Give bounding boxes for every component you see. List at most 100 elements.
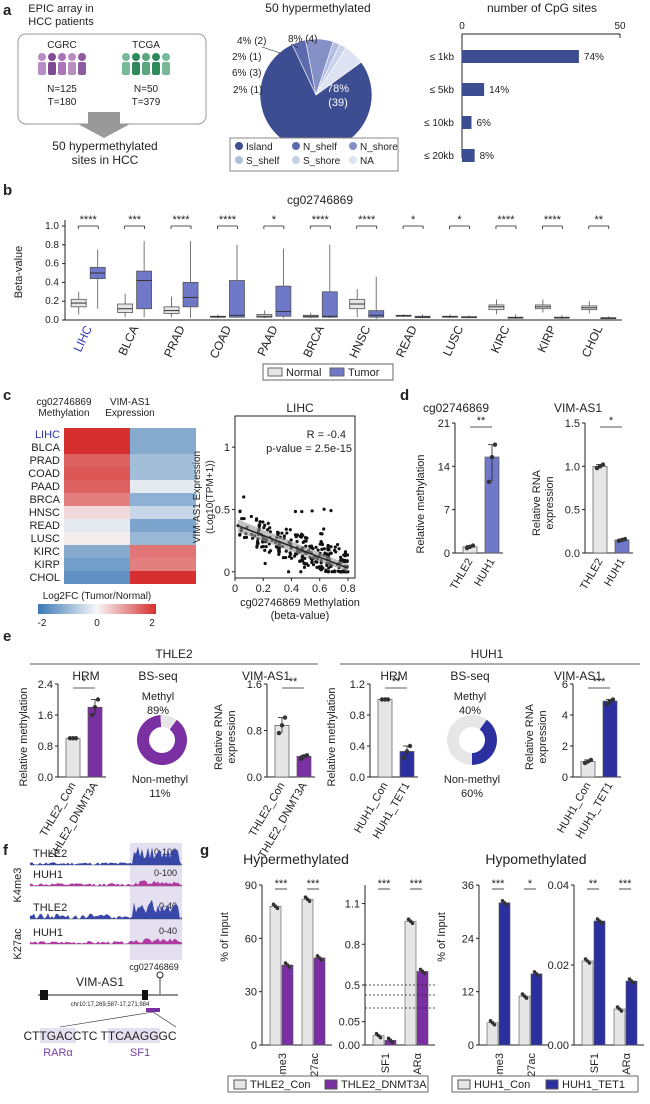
cpg-cat-3: ≤ 10kb: [424, 118, 454, 129]
d-ylabel-2a: Relative RNA: [531, 469, 543, 536]
box-cat-blca: BLCA: [115, 323, 141, 357]
heat-row-chol: CHOL: [29, 572, 60, 584]
box-ytick-label-4: 0.8: [45, 240, 59, 251]
scatter-point: [304, 539, 308, 543]
e-thle2-non-label: Non-methyl: [132, 774, 188, 786]
scatter-ytick-label-2: 1: [224, 442, 230, 454]
tcga-person-5-body: [162, 62, 170, 75]
scatter-xlabel-1: cg02746869 Methylation: [240, 597, 360, 609]
e-huh1-non-pct: 60%: [461, 788, 483, 800]
tcga-n: N=50: [134, 84, 159, 95]
down-arrow: [78, 112, 130, 138]
f-track-label-2: HUH1: [33, 869, 63, 881]
heat-cell-blca-2: [130, 441, 196, 454]
e-huh1-vim-point-1-3: [588, 757, 594, 763]
pie-legend-dot-island: [235, 142, 243, 150]
e-huh1-vim-ytick-label-0: 0: [562, 772, 568, 784]
box-ytick-label-5: 1.0: [45, 221, 59, 232]
e-thle2-hrm-ytick-label-0: 0.0: [38, 772, 53, 784]
scatter-point: [320, 541, 324, 545]
g-p3-point-K4me3-2-2: [504, 902, 509, 907]
scatter-point: [298, 534, 302, 538]
scatter-point: [315, 560, 319, 564]
g-p4-bar-SF1-2: [593, 920, 606, 1046]
e-thle2-hrm-point-2-2: [92, 705, 98, 710]
heat-cell-prad-2: [130, 454, 196, 467]
g-p1-ytick-label-3: 90: [245, 880, 257, 892]
e-bsseq-title-2: BS-seq: [450, 669, 489, 683]
heat-row-lihc: LIHC: [35, 429, 60, 441]
g-legend2-trt: HUH1_TET1: [562, 1079, 625, 1091]
heat-cell-paad-2: [130, 480, 196, 493]
e-ylabel-rna-2a: Relative RNA: [524, 703, 536, 770]
tcga-person-1-head: [122, 53, 130, 61]
pie-outer-label-3: 6% (3): [232, 68, 261, 79]
box-cat-lusc: LUSC: [440, 323, 466, 358]
scatter-point: [326, 569, 330, 573]
e-group1-title: THLE2: [155, 647, 193, 661]
cgrc-person-1-head: [38, 53, 46, 61]
scatter-point: [281, 556, 286, 560]
g-legend1-con: THLE2_Con: [250, 1079, 311, 1091]
g-p1-bar-K27ac-2: [313, 957, 326, 1046]
e-group2-title: HUH1: [471, 647, 504, 661]
tcga-person-1-body: [122, 62, 130, 75]
heat-cell-paad-1: [64, 480, 130, 493]
g-p4-point-SF1-1-2: [587, 961, 592, 965]
heatmap-col2-header-line-2: Expression: [105, 408, 154, 419]
scatter-point: [263, 523, 267, 527]
cpg-bar-1: [462, 50, 579, 63]
e-ylabel-rna-1a: Relative RNA: [213, 703, 225, 770]
scatter-r: R = -0.4: [307, 429, 346, 441]
f-track-label-3: THLE2: [33, 902, 67, 914]
heat-cell-kirp-1: [64, 558, 130, 571]
scatter-point: [280, 531, 284, 535]
box-hnsc-tumor: [368, 310, 385, 318]
box-ytick-label-2: 0.4: [45, 277, 59, 288]
heat-cell-read-2: [130, 519, 196, 532]
g-p4-ytick-label-0: 0.00: [548, 1040, 569, 1052]
g-p3-bar-K27ac-2: [530, 973, 543, 1046]
box-cat-hnsc: HNSC: [346, 323, 373, 360]
heat-row-kirc: KIRC: [34, 546, 60, 558]
scatter-point: [298, 559, 302, 563]
g-legend1-con-swatch: [233, 1079, 247, 1090]
g-ylabel-1: % of Input: [219, 912, 231, 962]
e-thle2-non-pct: 11%: [149, 788, 170, 800]
f-mark2: K27ac: [12, 928, 24, 960]
box-cat-kirc: KIRC: [488, 323, 513, 355]
d-rna-bar-1: [592, 465, 608, 554]
g-p3-bar-K27ac-1: [518, 995, 531, 1046]
e-thle2-hrm-sig: *: [82, 676, 87, 688]
scatter-point: [293, 509, 298, 514]
pie-legend-dot-s_shore: [292, 156, 300, 164]
f-sf1-box: [108, 1028, 160, 1043]
e-ylabel-rna-1b: expression: [226, 710, 238, 763]
heat-row-hnsc: HNSC: [29, 507, 60, 519]
cpg-bar-4: [462, 149, 475, 162]
scatter-point: [258, 520, 262, 524]
d-rna-point-2-3: [622, 536, 628, 542]
scatter-point: [300, 558, 304, 562]
box-title: cg02746869: [287, 193, 353, 207]
g-p2-ytick-label-top-1: 0.8: [345, 939, 360, 951]
g-p2-ytick-label-bot-0: 0.00: [339, 1040, 360, 1052]
f-track-signal-2: [30, 880, 182, 886]
d-meth-cat-2: HUH1: [472, 557, 497, 589]
f-exon-1: [40, 990, 48, 1000]
e-huh1-hrm-point-2-2: [404, 749, 410, 754]
box-sig-kirc: ****: [497, 214, 515, 226]
box-legend-tumor-swatch: [329, 367, 345, 377]
heat-cell-hnsc-2: [130, 506, 196, 519]
heat-cell-kirc-1: [64, 545, 130, 558]
d-rna-ytick-label-2: 1.0: [565, 461, 580, 473]
d-rna-point-1-3: [600, 462, 606, 467]
g-title-1: Hypermethylated: [243, 851, 349, 867]
heat-cell-lihc-2: [130, 428, 196, 441]
f-track-signal-4: [30, 938, 182, 944]
heat-cell-chol-1: [64, 571, 130, 584]
scatter-point: [332, 569, 337, 573]
box-prad-tumor: [182, 281, 199, 308]
pie-slice-na: [315, 47, 362, 96]
e-huh1-donut-methyl-arc: [472, 719, 497, 765]
